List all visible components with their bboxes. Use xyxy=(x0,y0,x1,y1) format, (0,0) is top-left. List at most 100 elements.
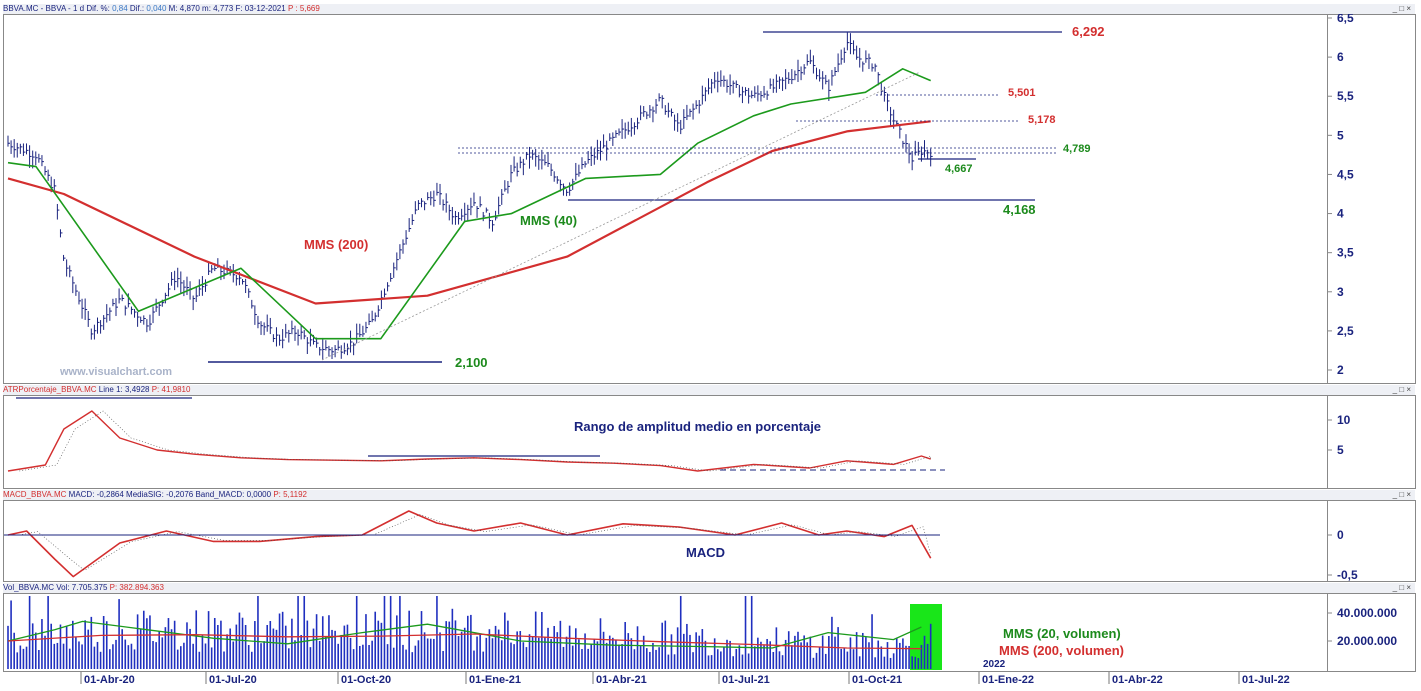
vol-ma20-line xyxy=(7,620,922,649)
vol-ma200-line xyxy=(7,633,922,650)
x-tick-label: 01-Ene-22 xyxy=(982,674,1034,686)
macd-y-tick: -0,5 xyxy=(1337,568,1358,582)
price-max-label: M: xyxy=(168,4,178,13)
price-y-tick: 3 xyxy=(1337,285,1344,299)
macd-plot xyxy=(7,510,932,578)
atr-name: ATRPorcentaje_BBVA.MC xyxy=(3,385,97,394)
level-label-6292: 6,292 xyxy=(1072,24,1105,39)
atr-y-tick: 5 xyxy=(1337,443,1344,457)
watermark: www.visualchart.com xyxy=(59,366,172,378)
level-label-4168: 4,168 xyxy=(1003,202,1036,217)
atr-line xyxy=(7,410,931,472)
x-tick-label: 01-Jul-21 xyxy=(722,674,770,686)
price-y-tick: 2 xyxy=(1337,363,1344,377)
x-tick-label: 01-Oct-21 xyxy=(852,674,902,686)
vol-p-label: P: xyxy=(109,583,118,592)
price-dif-label: Dif.: xyxy=(129,4,145,13)
x-tick-label: 01-Ene-21 xyxy=(469,674,521,686)
price-y-tick: 4,5 xyxy=(1337,167,1354,181)
atr-signal-line xyxy=(19,410,932,472)
macd-name: MACD_BBVA.MC xyxy=(3,490,67,499)
volume-panel-border xyxy=(3,593,1416,672)
x-tick-label: 01-Abr-21 xyxy=(596,674,647,686)
price-y-tick: 5 xyxy=(1337,128,1344,142)
macd-value: -0,2864 xyxy=(96,490,124,499)
price-level-lines xyxy=(208,31,1062,363)
level-label-5501: 5,501 xyxy=(1008,87,1036,99)
macd-signal-line xyxy=(19,514,931,571)
x-tick-label: 01-Abr-20 xyxy=(84,674,135,686)
price-window-controls[interactable]: _ □ × xyxy=(1392,4,1411,13)
price-date-label: F: xyxy=(235,4,243,13)
vol-label: Vol: xyxy=(56,583,70,592)
axes: 2 2,5 3 3,5 4 4,5 5 5,5 6 6,5 5 10 -0,5 0 20.000.000 40… xyxy=(80,11,1397,686)
vol-name: Vol_BBVA.MC xyxy=(3,583,54,592)
atr-plot xyxy=(7,410,932,472)
price-min-label: m: xyxy=(202,4,211,13)
price-plot xyxy=(7,32,933,360)
macd-y-tick: 0 xyxy=(1337,528,1344,542)
price-interval: 1 d xyxy=(72,4,85,13)
price-panel-border xyxy=(3,14,1416,384)
price-dif: 0,040 xyxy=(146,4,167,13)
price-y-tick: 6,5 xyxy=(1337,11,1354,25)
atr-panel-header: ATRPorcentaje_BBVA.MC Line 1: 3,4928 P: … xyxy=(3,385,1415,395)
price-date: 03-12-2021 xyxy=(244,4,286,13)
x-tick-label: 01-Abr-22 xyxy=(1112,674,1163,686)
level-label-4667: 4,667 xyxy=(945,163,973,175)
volume-plot xyxy=(7,596,932,669)
vol-value: 7.705.375 xyxy=(71,583,108,592)
volume-window-controls[interactable]: _ □ × xyxy=(1392,583,1411,592)
atr-title: Rango de amplitud medio en porcentaje xyxy=(574,419,821,434)
macd-window-controls[interactable]: _ □ × xyxy=(1392,490,1411,499)
atr-p: 41,9810 xyxy=(161,385,191,394)
price-y-tick: 6 xyxy=(1337,50,1344,64)
price-max: 4,870 xyxy=(179,4,200,13)
level-label-4789: 4,789 xyxy=(1063,143,1091,155)
price-y-tick: 2,5 xyxy=(1337,324,1354,338)
ma40-label: MMS (40) xyxy=(520,213,577,228)
price-last-label: P : xyxy=(287,4,298,13)
vol-y-tick: 40.000.000 xyxy=(1337,606,1397,620)
price-y-tick: 4 xyxy=(1337,207,1344,221)
vol-ma200-label: MMS (200, volumen) xyxy=(999,643,1124,658)
panel-borders xyxy=(3,14,1416,672)
price-dif-pct-label: Dif. %: xyxy=(86,4,110,13)
vol-p: 382.894.363 xyxy=(119,583,164,592)
macd-label: MACD: xyxy=(68,490,95,499)
atr-panel-border xyxy=(3,395,1416,489)
x-tick-label: 01-Oct-20 xyxy=(341,674,391,686)
macd-sig: -0,2076 xyxy=(166,490,194,499)
macd-panel-border xyxy=(3,500,1416,582)
macd-p-label: P: xyxy=(273,490,281,499)
price-panel-header: BBVA.MC - BBVA - 1 d Dif. %: 0,84 Dif.: … xyxy=(3,4,1415,14)
price-min: 4,773 xyxy=(213,4,234,13)
level-label-2100: 2,100 xyxy=(455,355,488,370)
macd-band-label: Band_MACD: xyxy=(195,490,245,499)
price-last: 5,669 xyxy=(299,4,320,13)
price-y-tick: 5,5 xyxy=(1337,89,1354,103)
level-label-5178: 5,178 xyxy=(1028,114,1056,126)
macd-title: MACD xyxy=(686,545,725,560)
macd-panel-header: MACD_BBVA.MC MACD: -0,2864 MediaSIG: -0,… xyxy=(3,490,1415,500)
year-marker: 2022 xyxy=(983,659,1006,670)
atr-line-label: Line 1: xyxy=(98,385,123,394)
trendline xyxy=(321,71,921,361)
price-symbol: BBVA.MC - BBVA - xyxy=(3,4,71,13)
atr-p-label: P: xyxy=(151,385,160,394)
macd-sig-label: MediaSIG: xyxy=(126,490,164,499)
atr-y-tick: 10 xyxy=(1337,413,1351,427)
macd-band: 0,0000 xyxy=(246,490,272,499)
x-tick-label: 01-Jul-20 xyxy=(209,674,257,686)
atr-window-controls[interactable]: _ □ × xyxy=(1392,385,1411,394)
vol-y-tick: 20.000.000 xyxy=(1337,634,1397,648)
atr-reference-lines xyxy=(16,397,945,471)
ma200-label: MMS (200) xyxy=(304,237,368,252)
price-dif-pct: 0,84 xyxy=(112,4,128,13)
volume-panel-header: Vol_BBVA.MC Vol: 7.705.375 P: 382.894.36… xyxy=(3,583,1415,593)
atr-line: 3,4928 xyxy=(125,385,150,394)
ma40-line xyxy=(7,68,932,340)
vol-ma20-label: MMS (20, volumen) xyxy=(1003,626,1121,641)
ma200-line xyxy=(7,120,931,305)
